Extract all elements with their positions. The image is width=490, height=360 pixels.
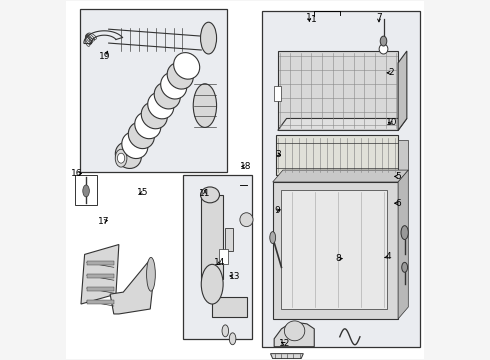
Text: 12: 12 [279,339,290,348]
Ellipse shape [148,92,174,119]
Bar [87,300,114,304]
Text: 1: 1 [311,15,317,24]
Text: 19: 19 [99,52,111,61]
Text: 11: 11 [199,189,211,198]
Ellipse shape [284,321,305,341]
Bar [87,274,114,278]
Bar [275,135,398,175]
Polygon shape [398,170,408,319]
Ellipse shape [229,333,236,345]
Text: 2: 2 [389,68,394,77]
Ellipse shape [380,36,387,46]
Ellipse shape [193,84,217,127]
Text: 8: 8 [335,254,341,263]
Text: 18: 18 [240,162,251,171]
Ellipse shape [201,264,223,304]
Text: 15: 15 [137,188,149,197]
Bar [201,195,223,279]
Ellipse shape [167,63,193,89]
Ellipse shape [115,142,142,168]
Text: 1: 1 [306,13,312,22]
Text: 5: 5 [396,172,401,181]
Bar [224,228,233,251]
Ellipse shape [128,122,154,149]
Text: 10: 10 [386,118,397,127]
Polygon shape [81,244,119,304]
Text: 17: 17 [98,217,110,226]
Ellipse shape [200,22,217,54]
Polygon shape [270,354,303,359]
Polygon shape [278,118,407,130]
Ellipse shape [379,44,388,54]
Ellipse shape [200,187,220,203]
Bar [398,140,408,170]
Ellipse shape [115,149,127,167]
Ellipse shape [118,153,125,163]
Bar [183,175,252,339]
Text: 16: 16 [72,169,83,178]
Bar [79,9,227,172]
Bar [274,86,281,100]
Text: 14: 14 [214,258,226,267]
Bar [87,261,114,265]
Ellipse shape [240,213,253,227]
Polygon shape [398,51,407,130]
Polygon shape [274,322,314,347]
Bar [278,51,398,130]
Bar [281,190,387,309]
Ellipse shape [135,112,161,139]
Ellipse shape [147,257,155,291]
Bar [75,175,97,205]
Ellipse shape [161,72,187,99]
Polygon shape [273,170,408,182]
Text: 3: 3 [275,150,281,159]
Ellipse shape [141,102,167,129]
Bar [220,249,228,264]
Text: 7: 7 [376,13,382,22]
Bar [262,11,420,347]
Polygon shape [110,260,152,314]
Bar [273,182,398,319]
Bar [212,297,247,317]
Ellipse shape [83,185,89,197]
Text: 13: 13 [228,272,240,281]
Ellipse shape [270,231,275,243]
Text: 6: 6 [396,199,401,208]
Ellipse shape [173,53,200,79]
Text: 9: 9 [274,206,280,215]
Ellipse shape [154,82,180,109]
Ellipse shape [401,226,408,239]
Ellipse shape [222,325,229,337]
Bar [87,287,114,291]
Ellipse shape [402,262,408,272]
Text: 4: 4 [385,252,391,261]
Ellipse shape [122,132,148,158]
